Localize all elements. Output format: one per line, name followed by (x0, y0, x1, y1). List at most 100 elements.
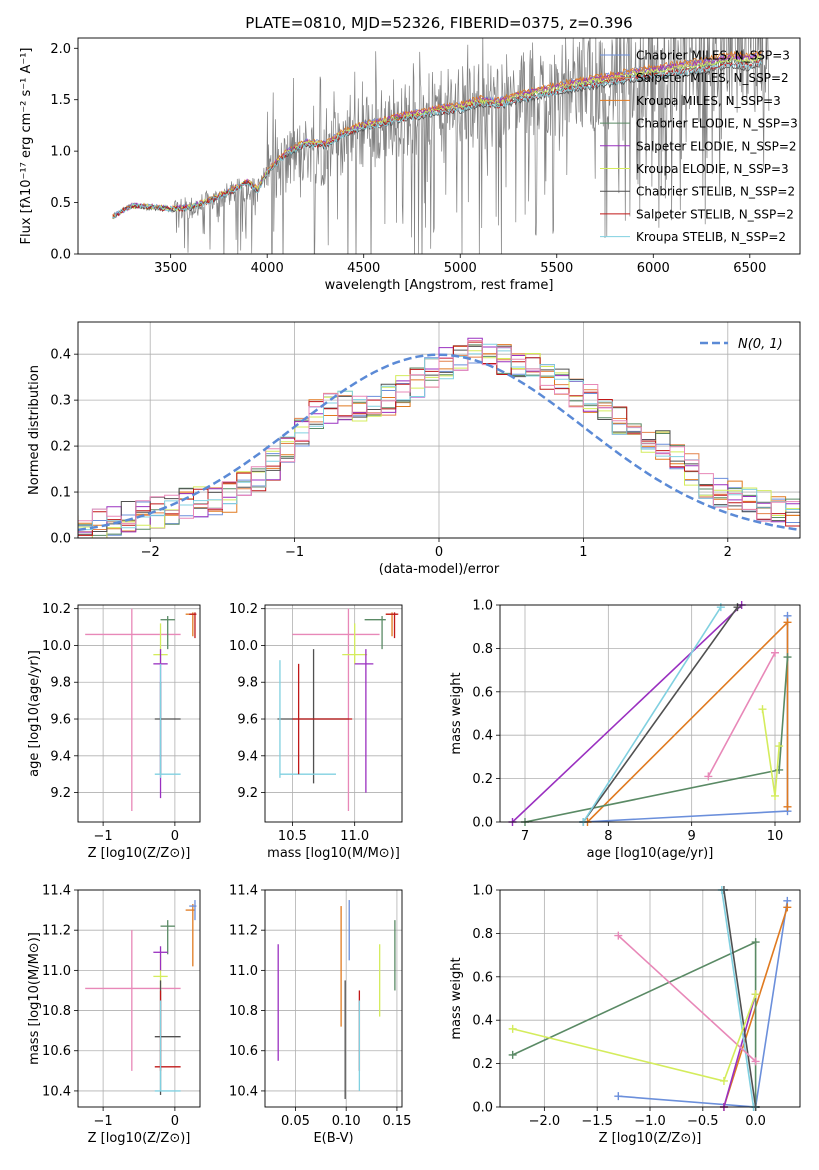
y-tick-label: 11.4 (42, 884, 71, 899)
y-tick-label: 0.6 (472, 970, 493, 985)
y-tick-label: 9.4 (50, 749, 71, 764)
x-tick-label: 6000 (637, 261, 670, 276)
axes-frame (499, 604, 801, 823)
y-tick-label: 0.4 (472, 1014, 493, 1029)
x-axis-label: age [log10(age/yr)] (587, 846, 714, 861)
weight-marker (751, 990, 760, 999)
y-tick-label: 11.2 (229, 924, 258, 939)
y-axis-label: mass [log10(M/M⊙)] (27, 932, 42, 1065)
x-tick-label: 0.10 (332, 1114, 361, 1129)
x-tick-label: 11.0 (340, 829, 369, 844)
x-tick-label: −1.5 (581, 1114, 613, 1129)
x-tick-label: −0.5 (687, 1114, 719, 1129)
y-tick-label: 0.2 (472, 1057, 493, 1072)
axes-frame (499, 889, 801, 1108)
weight-line (617, 935, 757, 1062)
legend-label: Salpeter MILES, N_SSP=2 (636, 71, 789, 85)
y-tick-label: 1.0 (472, 599, 493, 614)
x-tick-label: −1 (94, 829, 113, 844)
y-tick-label: 0.0 (50, 532, 71, 547)
x-tick-label: 2 (724, 545, 732, 560)
y-tick-label: 0.0 (472, 1101, 493, 1116)
legend-label: Chabrier STELIB, N_SSP=2 (636, 185, 795, 199)
legend-label: Salpeter STELIB, N_SSP=2 (636, 207, 794, 221)
x-tick-label: −2 (141, 545, 160, 560)
weight-marker (771, 791, 779, 800)
x-tick-label: −2.0 (529, 1114, 561, 1129)
y-tick-label: 11.2 (42, 924, 71, 939)
x-tick-label: −1 (285, 545, 304, 560)
x-tick-label: 0 (435, 545, 443, 560)
axes-frame (77, 604, 201, 823)
weight-line (723, 993, 757, 1107)
plot-area (78, 890, 200, 1107)
weight-marker (758, 705, 767, 714)
weight-marker (783, 653, 792, 662)
y-tick-label: 9.6 (50, 713, 71, 728)
axes-frame (264, 604, 403, 823)
x-axis-label: Z [log10(Z/Z⊙)] (599, 1131, 702, 1146)
y-axis-label: Flux [fλ10⁻¹⁷ erg cm⁻² s⁻¹ A⁻¹] (19, 48, 34, 245)
x-axis-label: wavelength [Angstrom, rest frame] (325, 278, 554, 293)
weight-marker (719, 1076, 728, 1085)
weight-line (723, 890, 757, 1107)
weight-marker (733, 603, 742, 612)
x-axis-label: E(B-V) (313, 1131, 353, 1146)
x-axis-label: Z [log10(Z/Z⊙)] (88, 846, 191, 861)
y-tick-label: 9.2 (50, 786, 71, 801)
weight-marker (508, 1024, 517, 1033)
y-tick-label: 10.4 (42, 1084, 71, 1099)
plot-area (500, 605, 800, 822)
y-tick-label: 9.8 (50, 676, 71, 691)
legend-label: Salpeter ELODIE, N_SSP=2 (636, 139, 797, 153)
weight-line (707, 652, 776, 777)
y-tick-label: 0.8 (472, 642, 493, 657)
y-tick-label: 0.4 (50, 348, 71, 363)
y-tick-label: 11.0 (229, 964, 258, 979)
x-tick-label: 0.05 (281, 1114, 310, 1129)
y-tick-label: 0.6 (472, 685, 493, 700)
axes-frame (264, 889, 403, 1108)
y-tick-label: 9.2 (237, 786, 258, 801)
x-tick-label: 0.0 (745, 1114, 766, 1129)
legend-label: Kroupa MILES, N_SSP=3 (636, 94, 781, 108)
plot-area (265, 890, 402, 1107)
y-axis-label: age [log10(age/yr)] (27, 650, 42, 777)
y-tick-label: 9.4 (237, 749, 258, 764)
weight-marker (751, 1057, 760, 1066)
weight-marker (771, 648, 779, 657)
x-tick-label: 5500 (540, 261, 573, 276)
y-tick-label: 11.4 (229, 884, 258, 899)
y-tick-label: 10.2 (229, 602, 258, 617)
weight-marker (716, 603, 725, 612)
weight-marker (704, 772, 713, 781)
y-tick-label: 0.4 (472, 729, 493, 744)
legend-label: N(0, 1) (738, 337, 783, 352)
histogram-step-line (78, 343, 800, 533)
y-tick-label: 1.0 (50, 145, 71, 160)
legend-label: Chabrier MILES, N_SSP=3 (636, 49, 790, 63)
y-tick-label: 1.5 (50, 93, 71, 108)
x-tick-label: 0.15 (382, 1114, 411, 1129)
y-tick-label: 10.0 (229, 639, 258, 654)
y-tick-label: 0.0 (50, 248, 71, 263)
axes-frame (77, 321, 801, 539)
gaussian-reference-line (78, 353, 800, 532)
legend-label: Chabrier ELODIE, N_SSP=3 (636, 117, 798, 131)
y-tick-label: 10.4 (229, 1084, 258, 1099)
weight-marker (783, 802, 792, 811)
weight-line (618, 900, 789, 1107)
histogram-step-line (78, 340, 800, 538)
plot-area (78, 605, 200, 822)
weight-marker (508, 1050, 517, 1059)
y-tick-label: 9.6 (237, 713, 258, 728)
x-tick-label: 10 (767, 829, 784, 844)
y-tick-label: 0.5 (50, 196, 71, 211)
y-tick-label: 0.1 (50, 486, 71, 501)
x-tick-label: 3500 (154, 261, 187, 276)
x-axis-label: mass [log10(M/M⊙)] (267, 846, 400, 861)
weight-line (582, 606, 739, 822)
y-tick-label: 0.3 (50, 394, 71, 409)
axes-frame (77, 37, 801, 255)
